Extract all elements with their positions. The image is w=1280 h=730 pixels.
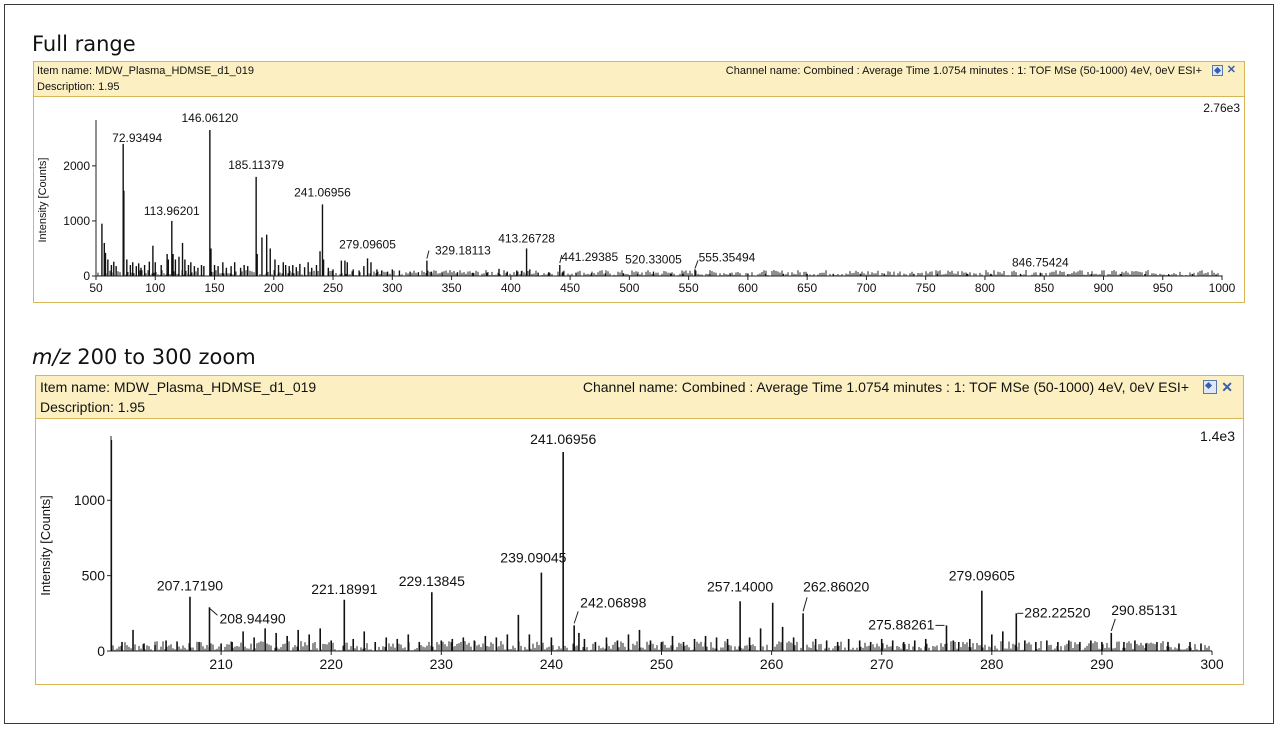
full-range-title: Full range: [32, 32, 136, 56]
x-tick-label: 950: [1153, 281, 1173, 295]
x-tick-label: 300: [382, 281, 402, 295]
peak-label: 241.06956: [294, 185, 351, 199]
peak-label: 555.35494: [699, 250, 756, 264]
zoom-panel: Item name: MDW_Plasma_HDMSE_d1_019 Descr…: [35, 375, 1244, 685]
x-tick-label: 250: [650, 656, 674, 672]
x-tick-label: 300: [1200, 656, 1224, 672]
x-tick-label: 260: [760, 656, 784, 672]
pin-icon[interactable]: [1203, 380, 1218, 394]
x-tick-label: 230: [430, 656, 454, 672]
x-tick-label: 150: [205, 281, 225, 295]
panel-header: Item name: MDW_Plasma_HDMSE_d1_019 Descr…: [36, 376, 1243, 419]
x-tick-label: 100: [145, 281, 165, 295]
peak-label-leader: [559, 254, 563, 264]
peak-label: 221.18991: [311, 581, 377, 597]
x-tick-label: 800: [975, 281, 995, 295]
x-tick-label: 220: [320, 656, 344, 672]
x-tick-label: 500: [619, 281, 639, 295]
channel-name-label: Channel name: Combined : Average Time 1.…: [582, 379, 1189, 395]
x-tick-label: 600: [738, 281, 758, 295]
peak-label: 413.26728: [498, 231, 555, 245]
x-tick-label: 240: [540, 656, 564, 672]
y-axis-label: Intensity [Counts]: [37, 158, 49, 243]
peak-label: 282.22520: [1024, 604, 1090, 620]
zoom-chart: 210 220 230 240 250 260 270 280 290 300 0 500 1000 In…: [38, 428, 1235, 672]
peak-label: 185.11379: [228, 158, 284, 172]
x-tick-label: 750: [916, 281, 936, 295]
x-tick-label: 850: [1034, 281, 1054, 295]
peak-label: 241.06956: [530, 431, 596, 447]
description-label: Description: 1.95: [40, 399, 146, 415]
item-name-label: Item name: MDW_Plasma_HDMSE_d1_019: [40, 379, 317, 395]
y-tick-label: 1000: [63, 214, 90, 228]
peak-label: 275.88261: [868, 616, 934, 632]
x-tick-label: 700: [856, 281, 876, 295]
x-tick-label: 50: [89, 281, 103, 295]
y-tick-label: 500: [82, 568, 106, 584]
x-tick-label: 270: [870, 656, 894, 672]
peak-label: 441.29385: [561, 250, 618, 264]
figure-frame: [4, 4, 1274, 724]
x-tick-label: 290: [1090, 656, 1114, 672]
peak-label: 229.13845: [399, 573, 465, 589]
x-tick-label: 280: [980, 656, 1004, 672]
peak-label: 290.85131: [1111, 602, 1177, 618]
peak-label-leader: [1110, 618, 1116, 632]
full-range-title-text: Full range: [32, 32, 136, 56]
peak-label: 257.14000: [707, 578, 773, 594]
panel-header: Item name: MDW_Plasma_HDMSE_d1_019 Descr…: [34, 62, 1244, 97]
zoom-title: m/z 200 to 300 zoom: [32, 345, 256, 369]
panel-header-icons: ✕: [1211, 64, 1236, 76]
x-tick-label: 250: [323, 281, 343, 295]
y-axis-label: Intensity [Counts]: [38, 495, 53, 595]
peak-label-leader: [694, 260, 699, 269]
full-range-chart: 50 100 150 200 250 300 350 400 450 500 550 600 650 70…: [37, 101, 1240, 295]
description-label: Description: 1.95: [37, 81, 120, 93]
peak-label: 262.86020: [803, 578, 869, 594]
peak-label: 846.75424: [1012, 256, 1069, 270]
x-tick-label: 900: [1093, 281, 1113, 295]
x-tick-label: 550: [679, 281, 699, 295]
x-tick-label: 400: [501, 281, 521, 295]
peak-label: 242.06898: [580, 594, 646, 610]
max-intensity-label: 1.4e3: [1200, 428, 1235, 444]
x-tick-label: 350: [442, 281, 462, 295]
peak-label: 207.17190: [157, 578, 223, 594]
full-range-panel: Item name: MDW_Plasma_HDMSE_d1_019 Descr…: [33, 61, 1245, 303]
x-tick-label: 450: [560, 281, 580, 295]
peak-label: 72.93494: [112, 131, 162, 145]
peak-label: 113.96201: [144, 204, 200, 218]
peak-label: 146.06120: [181, 111, 238, 125]
peak-label: 279.09605: [339, 237, 396, 251]
peak-label-leader: [573, 611, 579, 624]
peak-label: 239.09045: [500, 550, 566, 566]
x-tick-label: 650: [797, 281, 817, 295]
close-icon[interactable]: ✕: [1221, 379, 1233, 395]
baseline-noise: [95, 270, 1223, 276]
panel-header-icons: ✕: [1203, 380, 1233, 394]
pin-icon[interactable]: [1211, 65, 1223, 76]
x-tick-label: 210: [209, 656, 233, 672]
y-tick-label: 0: [97, 643, 105, 659]
zoom-title-text: 200 to 300 zoom: [70, 345, 256, 369]
y-tick-label: 0: [83, 269, 90, 283]
item-name-label: Item name: MDW_Plasma_HDMSE_d1_019: [37, 65, 255, 77]
y-tick-label: 1000: [74, 492, 105, 508]
peak-label: 208.94490: [219, 610, 285, 626]
y-tick-label: 2000: [63, 159, 90, 173]
peak-label: 329.18113: [435, 244, 491, 258]
max-intensity-label: 2.76e3: [1203, 101, 1240, 115]
x-tick-label: 200: [264, 281, 284, 295]
peak-label-leader: [209, 607, 218, 616]
channel-name-label: Channel name: Combined : Average Time 1.…: [725, 65, 1202, 77]
peak-label: 520.33005: [625, 253, 682, 267]
peak-label: 279.09605: [949, 568, 1015, 584]
x-tick-label: 1000: [1209, 281, 1236, 295]
peak-label-leader: [802, 597, 808, 612]
close-icon[interactable]: ✕: [1226, 64, 1236, 76]
zoom-title-mz: m/z: [32, 345, 71, 369]
peak-label-leader: [426, 250, 430, 259]
